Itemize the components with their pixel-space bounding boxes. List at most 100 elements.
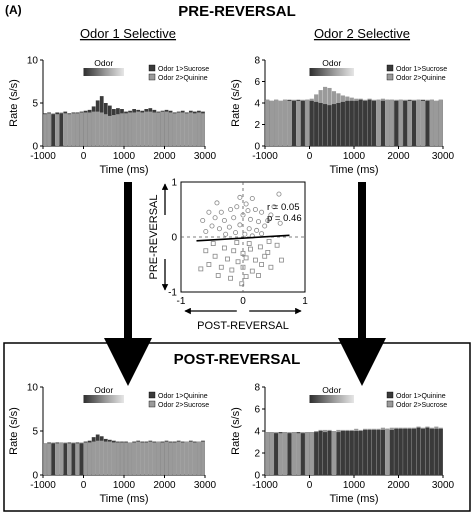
odor-label: Odor — [94, 58, 113, 68]
bar-series1 — [425, 100, 430, 146]
scatter-x-label: POST-REVERSAL — [197, 320, 289, 332]
bar-series1 — [398, 428, 403, 475]
y-axis-label: Rate (s/s) — [8, 407, 20, 455]
bar-series2 — [309, 432, 314, 475]
bar-series2 — [156, 441, 161, 475]
y-axis-label: Rate (s/s) — [230, 407, 242, 455]
bar-series2 — [269, 100, 274, 146]
bar-series1 — [323, 432, 328, 475]
scatter-point-square — [206, 262, 212, 267]
legend-swatch — [148, 64, 156, 72]
scatter-point-circle — [212, 215, 218, 221]
legend-swatch — [386, 73, 394, 81]
scatter-point-square — [215, 273, 221, 278]
bar-series2 — [63, 113, 68, 146]
bar-series2 — [416, 99, 421, 146]
bar-series1 — [367, 429, 372, 475]
y-tick-label: 0 — [254, 142, 260, 153]
bar-series1 — [394, 428, 399, 475]
bar-series2 — [168, 112, 173, 146]
x-tick-label: 0 — [307, 151, 313, 162]
bar-series2 — [87, 442, 92, 475]
x-tick-label: 2000 — [387, 480, 410, 491]
bar-series2 — [103, 441, 108, 475]
scatter-point-circle — [276, 191, 282, 197]
x-tick-label: 1000 — [113, 151, 136, 162]
bar-series2 — [112, 115, 116, 146]
x-tick-label: -1000 — [252, 480, 278, 491]
bar-series2 — [120, 113, 124, 146]
scatter-point-circle — [209, 223, 215, 229]
bar-series2 — [59, 442, 64, 475]
bar-series2 — [136, 441, 141, 475]
post-reversal-box — [3, 342, 471, 512]
y-tick-label: -1 — [168, 288, 177, 299]
bar-series2 — [148, 441, 153, 475]
y-axis-label: Rate (s/s) — [8, 79, 20, 127]
x-axis-label: Time (ms) — [329, 493, 378, 505]
bar-series1 — [394, 100, 399, 146]
x-tick-label: 0 — [81, 151, 87, 162]
bar-series1 — [371, 429, 377, 475]
legend-entry: Odor 2>Sucrose — [396, 402, 447, 409]
bar-series2 — [193, 113, 197, 146]
x-axis-label: Time (ms) — [99, 493, 148, 505]
bar-series2 — [75, 443, 80, 475]
bar-series2 — [140, 442, 145, 475]
scatter-point-square — [240, 251, 246, 256]
bar-series1 — [336, 432, 341, 475]
scatter-point-circle — [265, 217, 271, 223]
bar-series2 — [95, 111, 100, 146]
bar-series2 — [193, 442, 197, 475]
scatter-point-circle — [223, 231, 229, 237]
scatter-point-square — [243, 255, 249, 261]
scatter-point-square — [268, 264, 274, 270]
scatter-point-circle — [252, 206, 258, 212]
bar-series2 — [180, 442, 185, 475]
x-tick-label: 3000 — [194, 480, 217, 491]
scatter-point-circle — [203, 228, 209, 234]
x-axis-label: Time (ms) — [99, 164, 148, 176]
scatter-y-label: PRE-REVERSAL — [148, 195, 160, 280]
scatter-point-circle — [206, 209, 212, 215]
scatter-stat: p = 0.46 — [267, 213, 302, 224]
bar-series1 — [291, 100, 296, 146]
scatter-point-square — [266, 238, 272, 244]
legend-swatch — [148, 400, 156, 408]
bar-series1 — [51, 443, 55, 475]
y-tick-label: 0 — [32, 142, 38, 153]
bar-series2 — [434, 100, 439, 146]
y-tick-label: 6 — [254, 405, 260, 416]
bar-series1 — [309, 100, 314, 146]
y-tick-label: 6 — [254, 77, 260, 88]
legend-entry: Odor 2>Sucrose — [158, 402, 209, 409]
y-tick-label: 4 — [254, 99, 260, 110]
bar-series1 — [358, 99, 363, 146]
post-reversal-title: POST-REVERSAL — [174, 351, 301, 368]
scatter-point-circle — [231, 215, 237, 221]
bar-series1 — [429, 428, 434, 475]
y-tick-label: 2 — [254, 449, 260, 460]
legend-entry: Odor 2>Quinine — [396, 75, 446, 82]
bar-series2 — [43, 443, 47, 475]
scatter-point-circle — [234, 204, 240, 210]
scatter-point-square — [259, 262, 265, 267]
panel-label: (A) — [5, 3, 22, 17]
bar-series2 — [71, 113, 76, 146]
bar-series1 — [349, 100, 354, 146]
scatter-point-circle — [237, 194, 243, 200]
scatter-point-circle — [246, 226, 252, 232]
bar-series2 — [389, 99, 394, 146]
bar-series1 — [300, 100, 305, 146]
bar-series1 — [340, 431, 345, 475]
odor1-selective-title: Odor 1 Selective — [80, 26, 176, 41]
odor2-selective-title: Odor 2 Selective — [314, 26, 410, 41]
scatter-point-square — [210, 241, 216, 247]
scatter-point-square — [229, 267, 235, 273]
bar-series1 — [71, 443, 76, 475]
bar-series2 — [201, 113, 205, 146]
bar-series1 — [345, 431, 350, 475]
scatter-point-circle — [226, 224, 232, 230]
y-tick-label: 10 — [27, 383, 39, 394]
